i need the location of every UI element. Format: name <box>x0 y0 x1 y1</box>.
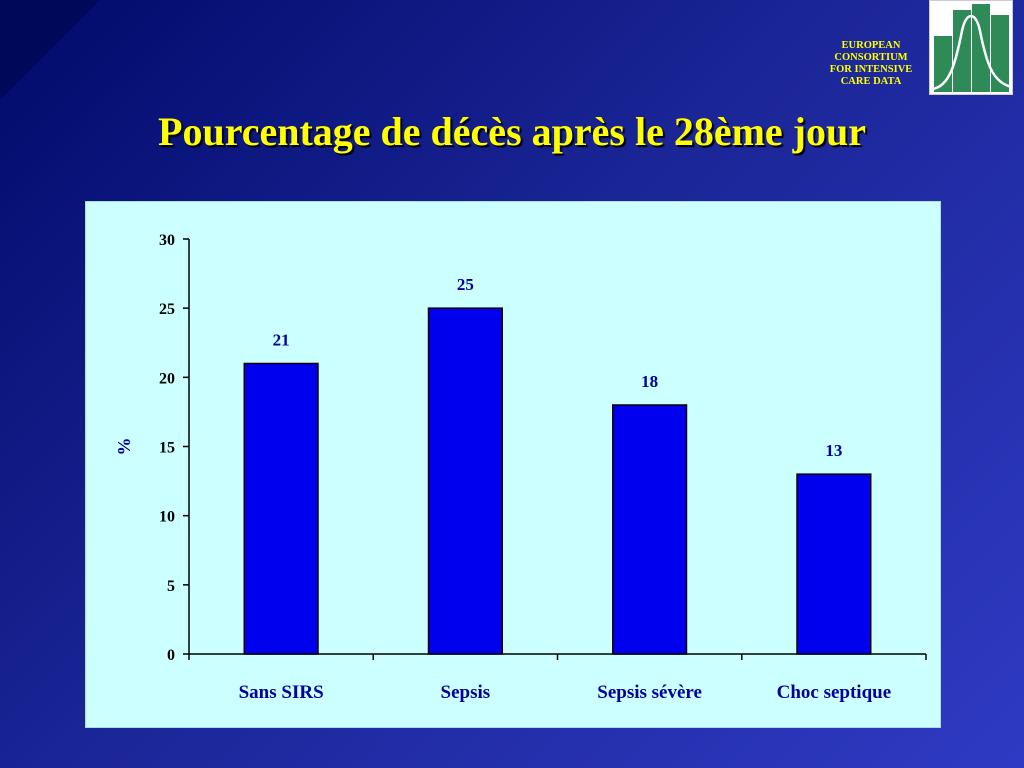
x-tick-label: Choc septique <box>777 682 892 703</box>
y-tick-label: 10 <box>159 509 175 526</box>
org-line: FOR INTENSIVE <box>829 64 913 75</box>
corner-decoration <box>0 0 100 100</box>
org-line: EUROPEAN <box>841 40 901 51</box>
bar <box>243 362 319 655</box>
bar <box>796 473 872 655</box>
slide-title: Pourcentage de décès après le 28ème jour <box>158 109 866 154</box>
bar-chart: 0 5 10 15 20 25 30% 21 Sans SIRS 25 Sepsis 18 Sepsis… <box>114 232 927 703</box>
x-tick-label: Sans SIRS <box>239 682 324 703</box>
data-label: 13 <box>825 441 842 460</box>
chart-panel: 0 5 10 15 20 25 30% 21 Sans SIRS 25 Sepsis 18 Sepsis… <box>85 201 941 728</box>
histogram-bell-curve-logo-icon <box>929 0 1013 95</box>
data-label: 18 <box>641 372 658 391</box>
organization-name: EUROPEAN CONSORTIUM FOR INTENSIVE CARE D… <box>816 40 926 88</box>
data-label: 21 <box>273 331 290 350</box>
x-tick-label: Sepsis <box>441 682 491 703</box>
y-tick-label: 25 <box>159 301 175 318</box>
y-tick-label: 15 <box>159 440 175 457</box>
y-tick-label: 30 <box>159 232 175 249</box>
bar <box>612 404 688 655</box>
y-tick-label: 5 <box>167 578 175 595</box>
y-tick-label: 0 <box>167 647 175 664</box>
x-tick-label: Sepsis sévère <box>597 682 702 703</box>
bar <box>427 307 503 655</box>
y-axis-label: % <box>114 438 134 456</box>
org-line: CARE DATA <box>840 76 902 87</box>
y-tick-label: 20 <box>159 370 175 387</box>
org-line: CONSORTIUM <box>834 52 908 63</box>
data-label: 25 <box>457 275 474 294</box>
